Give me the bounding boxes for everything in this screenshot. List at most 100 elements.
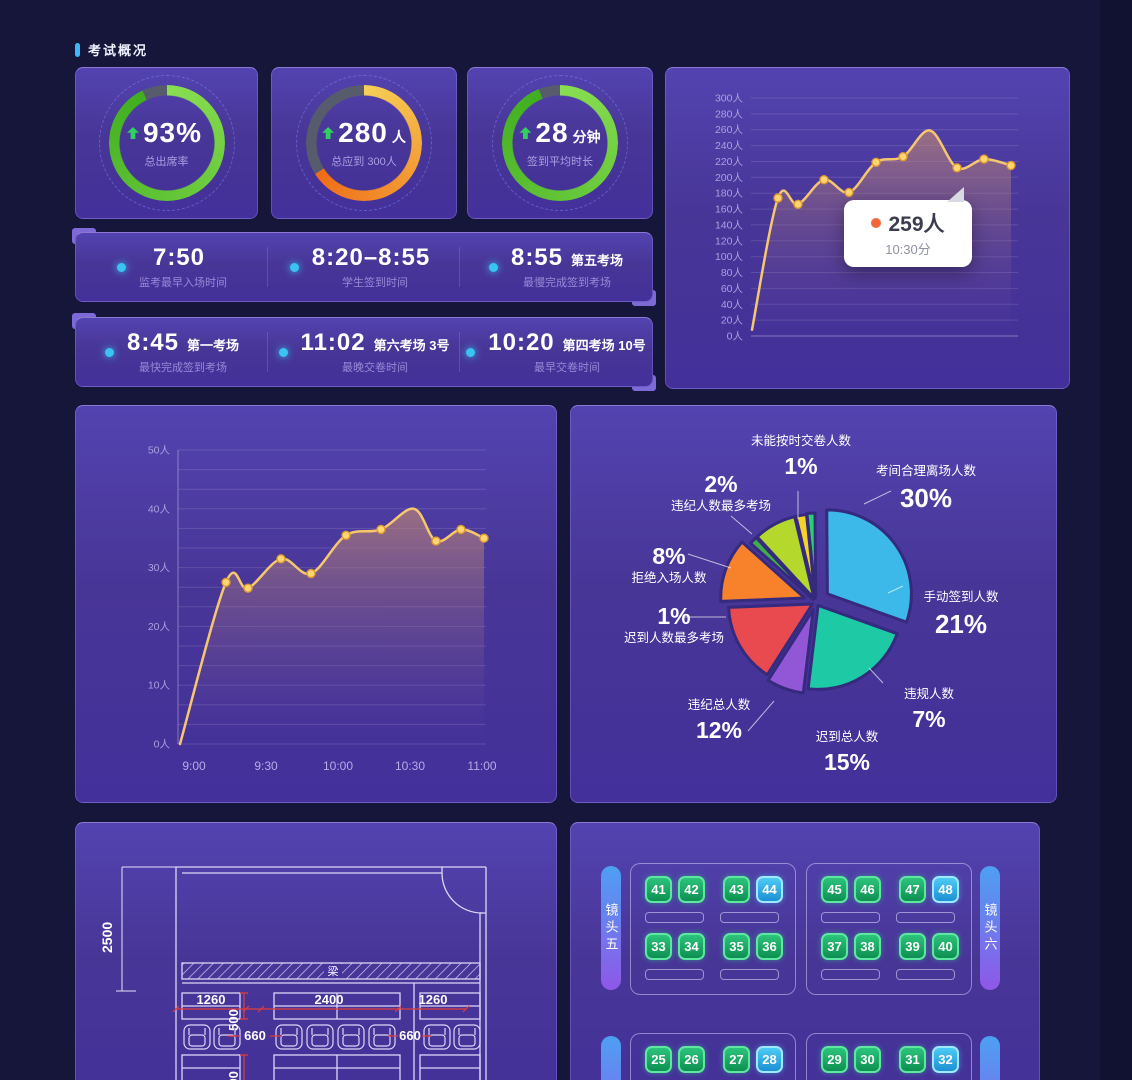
seat-32[interactable]: 32 — [932, 1046, 959, 1073]
svg-text:11:00: 11:00 — [467, 759, 496, 773]
dim-500-top: 500 — [226, 1009, 241, 1031]
seat-group-3: 29 30 31 32 — [806, 1033, 972, 1080]
room-trend-chart-panel[interactable]: 0人 10人 20人 30人 40人 50人 9:00 9:30 10:00 10:30 11:00 — [75, 405, 557, 803]
dim-1260-right: 1260 — [419, 992, 448, 1007]
exam-pie-chart[interactable] — [571, 406, 1057, 803]
seat-group-0: 41 42 43 44 33 34 35 36 — [630, 863, 796, 995]
seat-31[interactable]: 31 — [899, 1046, 926, 1073]
attendance-trend-chart-panel[interactable]: 0人 20人 40人 60人 80人 100人 120人 140人 160人 180人 200人 22… — [665, 67, 1070, 389]
svg-text:180人: 180人 — [715, 188, 744, 200]
svg-text:20人: 20人 — [721, 315, 744, 327]
pie-slice-8[interactable] — [794, 513, 817, 600]
gauge-ring-duration — [502, 85, 618, 201]
seat-40[interactable]: 40 — [932, 933, 959, 960]
seat-37[interactable]: 37 — [821, 933, 848, 960]
chart-tooltip: 259人 10:30分 — [844, 187, 972, 267]
seat-48[interactable]: 48 — [932, 876, 959, 903]
seat-25[interactable]: 25 — [645, 1046, 672, 1073]
seat-36[interactable]: 36 — [756, 933, 783, 960]
bullet-dot-icon — [289, 262, 299, 272]
stat-slowest-checkin-room: 8:55 第五考场 最慢完成签到考场 — [460, 233, 652, 301]
gauge-card-checked-in: 280 人 总应到 300人 — [271, 67, 457, 219]
gauge-unit: 分钟 — [572, 129, 601, 145]
pie-label-name: 违纪人数最多考场 — [670, 498, 771, 513]
pie-slice-3[interactable] — [766, 608, 815, 695]
seat-26[interactable]: 26 — [678, 1046, 705, 1073]
gauge-unit: 人 — [391, 129, 406, 145]
gauge-ticks-icon — [492, 75, 628, 211]
seat-row: 25 26 27 28 — [645, 1046, 795, 1073]
pie-label-pct: 1% — [657, 603, 691, 629]
gauge-value: 93% — [142, 117, 203, 148]
exam-stats-pie-panel[interactable]: 未能按时交卷人数 1% 考间合理离场人数 30% 手动签到人数 21% 违规人数 7% 迟到总人… — [570, 405, 1057, 803]
desk-row — [821, 969, 971, 980]
stat-desc: 最早交卷时间 — [534, 362, 600, 374]
stat-place: 第一考场 — [187, 338, 240, 353]
gauge-label: 签到平均时长 — [527, 156, 593, 168]
pie-label-name: 考间合理离场人数 — [875, 464, 976, 478]
gauge-card-checkin-duration: 28 分钟 签到平均时长 — [467, 67, 653, 219]
stat-time: 10:20 — [488, 329, 555, 356]
stat-desc: 最晚交卷时间 — [342, 362, 408, 374]
seat-30[interactable]: 30 — [854, 1046, 881, 1073]
bullet-dot-icon — [104, 347, 114, 357]
stat-desc: 最快完成签到考场 — [139, 362, 227, 374]
svg-text:10:00: 10:00 — [323, 759, 353, 773]
seat-47[interactable]: 47 — [899, 876, 926, 903]
camera-pill-3: 镜头 — [980, 1036, 1000, 1080]
svg-text:10人: 10人 — [148, 680, 171, 692]
bullet-dot-icon — [488, 262, 498, 272]
seat-34[interactable]: 34 — [678, 933, 705, 960]
pie-slice-5[interactable] — [719, 540, 807, 603]
pie-slice-4[interactable] — [727, 602, 814, 677]
seat-43[interactable]: 43 — [723, 876, 750, 903]
seat-45[interactable]: 45 — [821, 876, 848, 903]
stat-student-checkin-window: 8:20–8:55 学生签到时间 — [268, 233, 460, 301]
svg-text:280人: 280人 — [715, 108, 744, 120]
stat-time: 11:02 — [300, 329, 366, 356]
svg-text:240人: 240人 — [715, 140, 744, 152]
seat-27[interactable]: 27 — [723, 1046, 750, 1073]
pie-slice-1[interactable] — [825, 508, 913, 624]
up-arrow-icon — [322, 127, 335, 139]
pie-label-2: 手动签到人数 21% — [911, 590, 1011, 640]
camera-pill-2: 镜头 — [601, 1036, 621, 1080]
pie-label-name: 手动签到人数 — [923, 590, 999, 604]
seat-33[interactable]: 33 — [645, 933, 672, 960]
dim-660-left: 660 — [244, 1028, 266, 1043]
seat-44[interactable]: 44 — [756, 876, 783, 903]
pie-label-name: 拒绝入场人数 — [631, 570, 707, 585]
gauge-value: 280 — [338, 117, 388, 148]
seat-29[interactable]: 29 — [821, 1046, 848, 1073]
svg-text:9:30: 9:30 — [254, 759, 278, 773]
pie-label-1: 考间合理离场人数 30% — [871, 464, 981, 514]
room[interactable]: 0人 10人 20人 30人 40人 50人 9:00 9:30 10:00 10:30 11:00 — [76, 406, 557, 803]
seat-39[interactable]: 39 — [899, 933, 926, 960]
stat-time: 8:55 — [510, 244, 564, 271]
svg-text:20人: 20人 — [148, 621, 171, 633]
pie-label-name: 迟到总人数 — [815, 730, 879, 744]
bullet-dot-icon — [278, 347, 288, 357]
seat-row: 41 42 43 44 — [645, 876, 795, 903]
dim-1260-left: 1260 — [197, 992, 226, 1007]
svg-text:0人: 0人 — [727, 331, 744, 343]
gauge-ring-checked-in — [306, 85, 422, 201]
gauge-card-attendance-rate: 93% 总出席率 — [75, 67, 258, 219]
svg-text:120人: 120人 — [715, 235, 744, 247]
svg-text:40人: 40人 — [721, 299, 744, 311]
seat-38[interactable]: 38 — [854, 933, 881, 960]
seat-46[interactable]: 46 — [854, 876, 881, 903]
camera-pill-1: 镜头六 — [980, 866, 1000, 990]
seat-42[interactable]: 42 — [678, 876, 705, 903]
seat-41[interactable]: 41 — [645, 876, 672, 903]
seat-35[interactable]: 35 — [723, 933, 750, 960]
pie-label-0: 未能按时交卷人数 1% — [746, 434, 856, 480]
svg-text:200人: 200人 — [715, 172, 744, 184]
pie-slice-2[interactable] — [806, 603, 899, 691]
seat-28[interactable]: 28 — [756, 1046, 783, 1073]
dim-660-right: 660 — [399, 1028, 421, 1043]
pie-label-6: 1% 迟到人数最多考场 — [616, 602, 732, 646]
section-marker-icon — [75, 42, 80, 57]
desk-row — [821, 912, 971, 923]
stat-time: 7:50 — [152, 244, 206, 271]
